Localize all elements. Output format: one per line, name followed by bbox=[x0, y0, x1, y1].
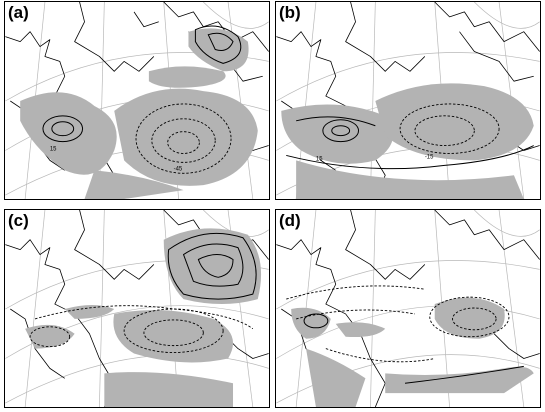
contour-label: 15 bbox=[50, 146, 57, 152]
map-panel-d: (d) bbox=[275, 209, 541, 408]
contour-label: -15 bbox=[425, 154, 434, 160]
shaded-regions bbox=[20, 28, 258, 199]
panel-label: (c) bbox=[8, 211, 29, 230]
panel-label: (a) bbox=[8, 3, 29, 22]
panel-label: (d) bbox=[279, 211, 301, 230]
graticule bbox=[276, 210, 540, 407]
shaded-regions bbox=[281, 83, 534, 199]
map-panel-b: 15 -15 (b) bbox=[275, 1, 541, 200]
map-c bbox=[5, 210, 269, 407]
shaded-regions bbox=[291, 297, 534, 407]
panel-label: (b) bbox=[279, 3, 301, 22]
coastlines bbox=[276, 210, 540, 407]
contour-label: -45 bbox=[174, 166, 183, 172]
map-a: -45 15 bbox=[5, 2, 269, 199]
map-b: 15 -15 bbox=[276, 2, 540, 199]
contours bbox=[286, 103, 534, 170]
map-panel-c: (c) bbox=[4, 209, 270, 408]
shaded-regions bbox=[25, 228, 262, 407]
contours bbox=[286, 285, 524, 384]
contours bbox=[29, 232, 257, 353]
map-panel-a: -45 15 (a) bbox=[4, 1, 270, 200]
contour-label: 15 bbox=[316, 156, 323, 162]
map-d bbox=[276, 210, 540, 407]
contours bbox=[42, 25, 242, 174]
